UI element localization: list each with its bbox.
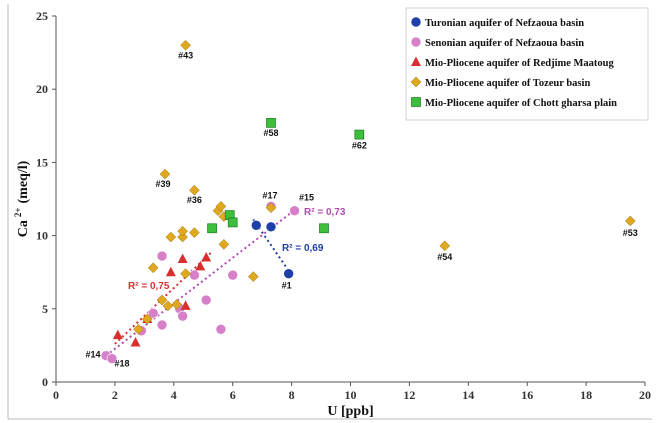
data-point (156, 250, 168, 262)
y-axis-title-sup: 2+ (13, 208, 23, 218)
data-point (159, 168, 171, 180)
data-point (215, 323, 227, 335)
x-tick-label: 10 (345, 388, 357, 402)
legend-marker (410, 36, 422, 48)
y-tick-label: 5 (42, 302, 48, 316)
legend-label: Mio-Pliocene aquifer of Redjime Maatoug (425, 58, 615, 69)
point-label: #43 (178, 50, 193, 60)
data-point (141, 313, 153, 325)
data-point (147, 262, 159, 274)
legend-marker (410, 76, 422, 88)
y-tick-label: 15 (36, 155, 48, 169)
data-point (112, 329, 123, 340)
legend-marker (410, 16, 422, 28)
data-point (162, 300, 174, 312)
x-tick-label: 14 (462, 388, 474, 402)
x-tick-label: 20 (639, 388, 651, 402)
data-point (439, 240, 451, 252)
data-point (283, 268, 294, 279)
data-point (200, 294, 212, 306)
data-point (319, 223, 329, 234)
point-label: #62 (352, 141, 367, 151)
y-tick-label: 20 (36, 82, 48, 96)
data-point (156, 319, 168, 331)
x-tick-label: 4 (171, 388, 177, 402)
data-point (180, 268, 191, 280)
r-squared-label: R² = 0,75 (128, 281, 170, 292)
data-point (147, 307, 159, 319)
legend-marker (411, 97, 421, 107)
x-tick-label: 6 (230, 388, 236, 402)
data-point (189, 184, 200, 196)
data-point (289, 205, 300, 217)
point-label: #18 (114, 359, 129, 369)
x-axis-title: U [ppb] (327, 404, 373, 419)
y-axis-title: Ca 2+ (meq/l) (13, 160, 31, 237)
data-point (265, 202, 277, 214)
point-label: #15 (299, 193, 314, 203)
data-point (266, 118, 276, 128)
r-squared-label: R² = 0,69 (282, 243, 324, 254)
point-label: #17 (262, 190, 277, 200)
x-tick-label: 8 (289, 388, 295, 402)
y-tick-label: 10 (36, 229, 48, 243)
x-tick-label: 12 (403, 388, 415, 402)
data-point (177, 310, 188, 322)
data-point (354, 129, 365, 140)
x-tick-label: 18 (580, 388, 592, 402)
data-point (177, 231, 188, 243)
data-point (247, 271, 259, 282)
x-tick-label: 2 (112, 388, 118, 402)
data-point (207, 223, 217, 234)
point-label: #39 (155, 179, 170, 189)
y-axis-title-unit: (meq/l) (16, 160, 31, 203)
point-label: #36 (187, 195, 202, 205)
y-axis-title-main: Ca (16, 220, 31, 237)
data-point (250, 220, 262, 231)
point-label: #53 (623, 228, 638, 238)
legend-box (405, 7, 649, 121)
legend-label: Turonian aquifer of Nefzaoua basin (425, 18, 584, 29)
data-point (624, 215, 636, 227)
r-squared-label: R² = 0,73 (304, 207, 346, 218)
x-tick-label: 0 (53, 388, 59, 402)
data-point (180, 300, 191, 310)
data-point (165, 266, 176, 277)
y-tick-label: 25 (36, 9, 48, 23)
data-point (165, 231, 177, 243)
legend-label: Mio-Pliocene aquifer of Tozeur basin (425, 78, 590, 89)
data-point (177, 253, 188, 264)
data-point (133, 323, 144, 335)
data-point (189, 269, 200, 281)
data-point (177, 225, 188, 237)
legend-label: Mio-Pliocene aquifer of Chott gharsa pla… (425, 98, 617, 109)
data-point (171, 299, 183, 310)
legend-label: Senonian aquifer of Nefzaoua basin (425, 38, 584, 49)
data-point (180, 39, 191, 51)
data-point (227, 269, 238, 281)
data-point (130, 336, 141, 347)
point-label: #14 (86, 350, 101, 360)
data-point (195, 260, 206, 271)
data-point (201, 252, 212, 262)
data-point (189, 227, 200, 239)
data-point (156, 294, 168, 306)
x-tick-label: 16 (521, 388, 533, 402)
point-label: #1 (282, 281, 292, 291)
y-tick-label: 0 (42, 375, 48, 389)
data-point (215, 200, 227, 212)
point-label: #54 (437, 252, 452, 262)
data-point (106, 353, 118, 364)
legend-marker (411, 56, 421, 66)
data-point (227, 217, 238, 228)
data-point (265, 221, 277, 233)
point-label: #58 (263, 128, 278, 138)
data-point (218, 239, 230, 250)
